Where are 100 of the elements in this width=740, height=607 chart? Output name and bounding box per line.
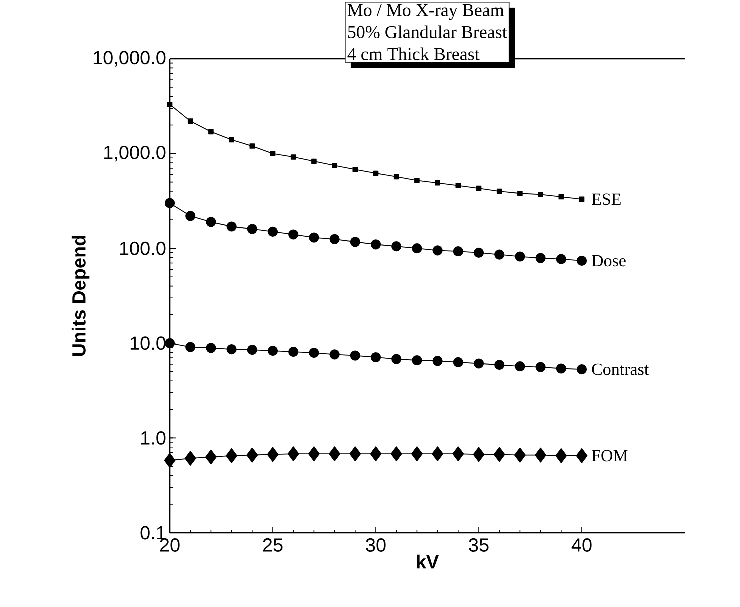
point: [267, 447, 279, 462]
point: [515, 361, 526, 372]
point: [352, 167, 358, 172]
point: [330, 350, 340, 360]
point: [268, 226, 278, 237]
point: [270, 151, 276, 156]
y-tick-label: 10.0: [130, 336, 166, 350]
text: Mo / Mo X-ray Beam: [348, 4, 504, 20]
point: [288, 347, 299, 358]
point: [474, 248, 484, 258]
point: [435, 180, 440, 186]
point: [494, 250, 505, 260]
point: [394, 174, 400, 180]
point: [370, 240, 382, 250]
point: [308, 446, 320, 462]
point: [370, 446, 382, 462]
x-tick-label: 30: [366, 538, 386, 552]
point: [188, 118, 194, 124]
point: [432, 356, 443, 366]
point: [167, 102, 173, 108]
point: [350, 237, 360, 248]
point: [332, 162, 338, 168]
point: [246, 448, 258, 463]
x-tick-label: 40: [572, 538, 592, 552]
point: [312, 158, 317, 164]
point: [556, 254, 566, 264]
point: [226, 344, 237, 355]
point: [229, 137, 234, 143]
point: [476, 186, 482, 192]
point: [309, 232, 320, 243]
point: [350, 446, 362, 462]
point: [290, 154, 296, 160]
point: [247, 345, 258, 356]
point: [579, 196, 585, 202]
point: [329, 446, 340, 462]
point: [494, 360, 505, 370]
point: [250, 144, 256, 149]
point: [412, 244, 422, 254]
y-tick-label: 0.1: [140, 526, 166, 540]
point: [247, 224, 258, 234]
x-tick-label: 35: [469, 538, 489, 552]
point: [535, 448, 546, 463]
point: [373, 170, 379, 176]
point: [184, 451, 196, 466]
point: [186, 211, 196, 222]
point: [514, 448, 526, 463]
y-tick-label: 1,000.0: [104, 146, 166, 162]
y-axis-title: Units Depend: [72, 236, 90, 356]
point: [518, 190, 523, 196]
point: [556, 364, 566, 374]
point: [392, 242, 402, 252]
point: [186, 342, 196, 352]
point: [208, 129, 214, 135]
text: 50% Glandular Breast: [348, 26, 508, 38]
point: [268, 346, 278, 356]
point: [392, 354, 402, 364]
point: [576, 364, 588, 375]
point: [164, 453, 176, 468]
point: [288, 446, 300, 462]
point: [164, 338, 176, 348]
annotation: 4 cm Thick Breast: [348, 48, 480, 60]
x-tick-label: 25: [263, 538, 283, 552]
series-label: Contrast: [592, 364, 650, 376]
point: [350, 350, 360, 361]
point: [556, 448, 568, 464]
point: [453, 246, 464, 257]
point: [206, 217, 216, 228]
point: [226, 222, 237, 232]
point: [412, 446, 423, 462]
point: [206, 343, 216, 354]
point: [494, 447, 506, 462]
point: [412, 355, 422, 366]
y-tick-label: 100.0: [120, 242, 166, 256]
point: [538, 192, 544, 198]
point: [390, 446, 402, 462]
point: [370, 352, 382, 363]
point: [515, 252, 526, 262]
point: [576, 448, 588, 464]
point: [226, 448, 238, 464]
point: [432, 246, 443, 256]
point: [453, 357, 464, 368]
point: [432, 446, 444, 462]
series-label: FOM: [592, 450, 628, 462]
point: [536, 362, 546, 372]
point: [576, 256, 588, 266]
point: [452, 446, 464, 462]
point: [206, 450, 217, 465]
point: [474, 358, 484, 369]
point: [496, 188, 502, 194]
point: [536, 253, 546, 264]
point: [164, 198, 176, 208]
y-tick-label: 1.0: [142, 431, 166, 445]
x-tick-label: 20: [160, 538, 180, 552]
point: [288, 230, 299, 240]
series-label: ESE: [592, 194, 621, 206]
x-axis-title: kV: [417, 554, 439, 569]
point: [558, 194, 564, 200]
point: [330, 234, 340, 244]
point: [414, 178, 420, 184]
point: [473, 447, 485, 462]
